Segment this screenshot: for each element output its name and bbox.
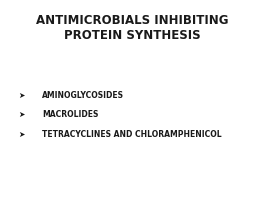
Text: AMINOGLYCOSIDES: AMINOGLYCOSIDES — [42, 90, 124, 100]
Text: ANTIMICROBIALS INHIBITING
PROTEIN SYNTHESIS: ANTIMICROBIALS INHIBITING PROTEIN SYNTHE… — [36, 14, 228, 42]
Text: ➤: ➤ — [18, 110, 25, 119]
Text: TETRACYCLINES AND CHLORAMPHENICOL: TETRACYCLINES AND CHLORAMPHENICOL — [42, 130, 222, 139]
Text: MACROLIDES: MACROLIDES — [42, 110, 99, 119]
Text: ➤: ➤ — [18, 130, 25, 139]
Text: ➤: ➤ — [18, 90, 25, 100]
